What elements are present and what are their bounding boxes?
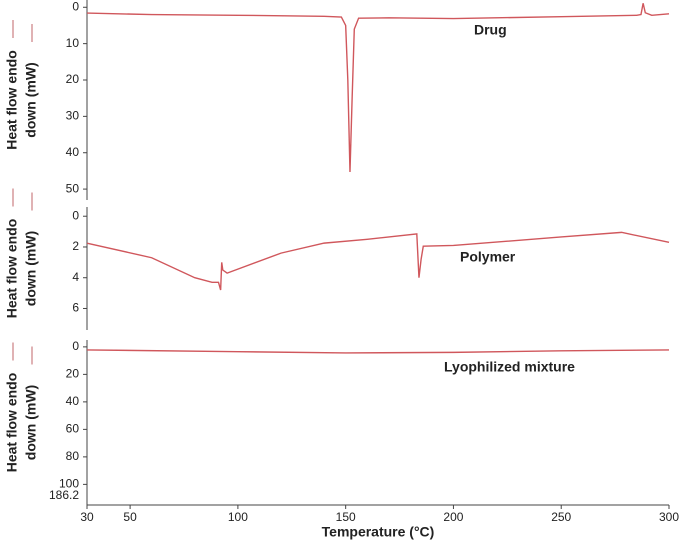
y-tick-label: 4 <box>72 270 79 284</box>
x-tick-label: 30 <box>80 510 94 524</box>
y-tick-label: 20 <box>66 72 80 86</box>
series-label: Lyophilized mixture <box>444 359 575 375</box>
y-tick-label: 0 <box>72 0 79 13</box>
data-line <box>86 3 670 173</box>
data-line <box>86 349 670 354</box>
y-tick-label: 30 <box>66 109 80 123</box>
x-tick-label: 150 <box>336 510 356 524</box>
y-tick-label: 80 <box>66 449 80 463</box>
x-tick-label: 100 <box>228 510 248 524</box>
y-axis-end-label: 186.2 <box>49 488 79 502</box>
x-tick-label: 50 <box>123 510 137 524</box>
y-tick-label: 50 <box>66 181 80 195</box>
y-tick-label: 10 <box>66 36 80 50</box>
series-label: Polymer <box>460 249 516 265</box>
y-tick-label: 0 <box>72 339 79 353</box>
y-tick-label: 40 <box>66 394 80 408</box>
y-tick-label: 6 <box>72 301 79 315</box>
y-tick-label: 20 <box>66 367 80 381</box>
x-tick-label: 200 <box>443 510 463 524</box>
y-axis-label: down (mW) <box>23 62 39 137</box>
y-axis-label: down (mW) <box>23 385 39 460</box>
x-axis-label: Temperature (°C) <box>322 524 435 540</box>
y-axis-label: Heat flow endo <box>4 50 20 150</box>
data-line <box>86 231 670 291</box>
y-tick-label: 2 <box>72 239 79 253</box>
series-label: Drug <box>474 22 507 38</box>
y-tick-label: 60 <box>66 422 80 436</box>
y-axis-label: down (mW) <box>23 231 39 306</box>
y-tick-label: 40 <box>66 145 80 159</box>
x-tick-label: 250 <box>551 510 571 524</box>
y-tick-label: 100 <box>59 477 79 491</box>
y-tick-label: 0 <box>72 208 79 222</box>
y-axis-label: Heat flow endo <box>4 219 20 319</box>
x-tick-label: 300 <box>659 510 679 524</box>
y-axis-label: Heat flow endo <box>4 373 20 473</box>
